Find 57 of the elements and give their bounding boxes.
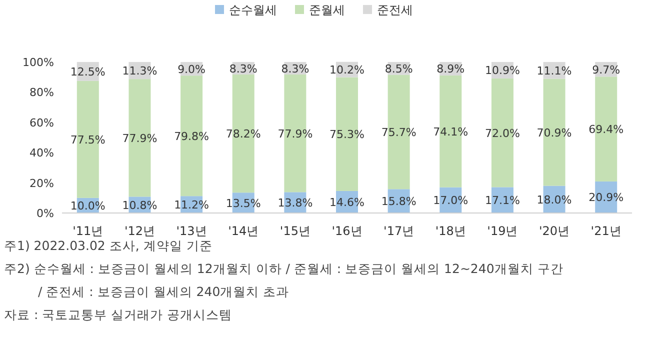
y-tick-label: 60% [30, 116, 54, 130]
data-label: 70.9% [536, 126, 572, 140]
data-label: 10.2% [330, 64, 364, 77]
data-label: 72.0% [484, 126, 520, 140]
data-label: 17.1% [484, 194, 520, 208]
x-tick-label: '19년 [487, 224, 518, 238]
data-label: 8.9% [436, 62, 465, 76]
legend-label: 순수월세 [229, 3, 277, 17]
data-label: 8.3% [281, 62, 310, 76]
data-label: 74.1% [433, 125, 468, 138]
x-tick-label: '20년 [538, 224, 570, 238]
data-label: 10.8% [122, 198, 158, 212]
data-label: 75.3% [330, 128, 364, 142]
y-tick-label: 80% [30, 86, 54, 100]
x-tick-label: '13년 [176, 224, 207, 238]
data-label: 77.9% [278, 127, 313, 140]
data-label: 17.0% [433, 194, 468, 208]
data-label: 12.5% [70, 65, 106, 78]
y-tick-label: 100% [22, 56, 54, 69]
text: 주2) 순수월세 : 보증금이 월세의 12개월치 이하 / 준월세 : 보증금이 월세의 12~240개월치 구간 [4, 261, 564, 276]
data-label: 14.6% [330, 196, 364, 209]
x-tick-label: '14년 [228, 224, 259, 238]
legend-label: 준전세 [377, 3, 413, 17]
text: 주1) 2022.03.02 조사, 계약일 기준 [4, 238, 212, 253]
y-tick-label: 0% [36, 207, 54, 220]
data-label: 20.9% [588, 191, 624, 204]
data-label: 13.5% [226, 196, 261, 210]
x-tick-label: '15년 [280, 224, 310, 238]
data-label: 8.3% [229, 62, 258, 76]
legend-label: 준월세 [309, 3, 345, 17]
data-label: 78.2% [226, 128, 261, 141]
data-label: 11.3% [122, 64, 158, 78]
x-tick-label: '16년 [332, 224, 362, 238]
data-label: 69.4% [588, 123, 624, 136]
data-label: 79.8% [174, 130, 210, 143]
y-tick-label: 20% [30, 176, 54, 190]
data-label: 10.9% [484, 64, 520, 78]
text: / 준전세 : 보증금이 월세의 240개월치 초과 [38, 284, 290, 299]
data-label: 8.5% [384, 62, 413, 76]
data-label: 9.7% [592, 63, 620, 76]
text: 자료 : 국토교통부 실거래가 공개시스템 [4, 307, 232, 322]
data-label: 9.0% [178, 62, 206, 76]
x-tick-label: '18년 [435, 224, 466, 238]
x-tick-label: '21년 [590, 224, 622, 238]
data-label: 11.2% [174, 198, 210, 212]
data-label: 15.8% [381, 195, 416, 208]
x-tick-label: '11년 [72, 224, 104, 238]
data-label: 18.0% [536, 193, 572, 206]
data-label: 10.0% [70, 199, 106, 212]
y-tick-label: 40% [30, 146, 54, 160]
data-label: 13.8% [278, 196, 313, 210]
data-label: 75.7% [381, 126, 416, 139]
data-label: 77.5% [70, 133, 106, 146]
x-tick-label: '12년 [124, 224, 156, 238]
data-label: 77.9% [122, 132, 158, 145]
data-label: 11.1% [536, 64, 572, 78]
x-tick-label: '17년 [384, 224, 414, 238]
